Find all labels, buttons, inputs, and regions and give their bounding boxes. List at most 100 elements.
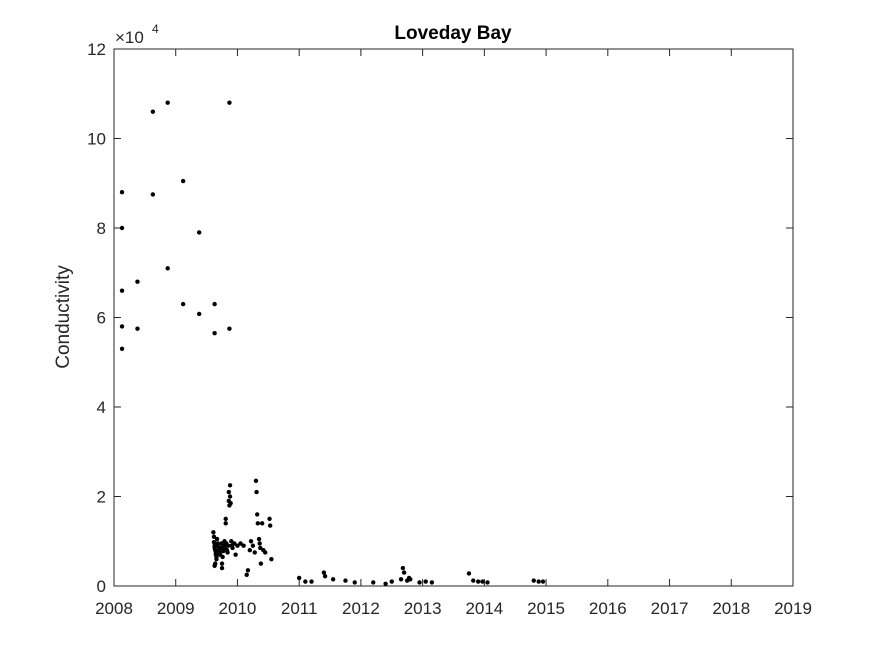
data-point [119, 324, 125, 329]
data-point [218, 545, 223, 551]
data-point [540, 579, 546, 584]
data-point [229, 539, 234, 544]
y-exponent-power: 4 [152, 22, 159, 36]
data-point [269, 556, 274, 562]
x-tick-label: 2018 [712, 599, 750, 618]
data-point [267, 516, 272, 522]
data-point [531, 578, 536, 583]
y-axis-label: Conductivity [53, 265, 74, 369]
data-point [220, 554, 225, 560]
data-point [227, 494, 233, 499]
data-point [135, 326, 140, 331]
data-point [212, 563, 217, 569]
data-point [466, 571, 472, 576]
data-point [383, 581, 388, 586]
data-point [371, 580, 376, 585]
chart-title: Loveday Bay [394, 23, 512, 44]
data-point [248, 539, 254, 544]
data-point [196, 311, 202, 317]
y-exponent-label: ×10 [115, 28, 144, 47]
y-axis-ticks: 0 2 4 6 8 10 12 [87, 40, 793, 596]
data-point [211, 530, 216, 535]
data-point [225, 543, 231, 548]
data-point [247, 548, 252, 553]
data-point [321, 570, 327, 575]
data-point [227, 326, 232, 331]
data-point [267, 523, 273, 528]
data-point [480, 579, 485, 584]
data-point [150, 192, 156, 197]
data-point [228, 501, 233, 506]
x-tick-label: 2016 [589, 599, 627, 618]
data-point [256, 536, 262, 542]
data-point [309, 579, 314, 584]
data-point [343, 578, 348, 583]
data-point [250, 543, 256, 548]
data-point [257, 541, 262, 546]
y-tick-label: 6 [97, 309, 106, 328]
y-tick-label: 10 [87, 130, 106, 149]
x-tick-label: 2012 [342, 599, 380, 618]
x-tick-label: 2011 [281, 599, 318, 618]
data-point [233, 552, 238, 557]
data-point [226, 489, 232, 495]
data-point [263, 550, 268, 555]
data-point [322, 573, 328, 579]
x-tick-label: 2013 [404, 599, 442, 618]
data-point [408, 577, 413, 582]
data-point [223, 516, 228, 522]
data-point [253, 478, 259, 484]
data-point [254, 489, 259, 495]
data-point [211, 539, 217, 545]
data-point [119, 225, 125, 231]
data-point [119, 190, 125, 195]
x-tick-label: 2014 [465, 599, 503, 618]
data-point [135, 279, 140, 284]
y-tick-label: 4 [97, 398, 106, 417]
data-point [212, 330, 217, 336]
data-point [475, 579, 481, 584]
data-point [196, 230, 202, 235]
data-point [258, 561, 264, 566]
data-point [119, 346, 125, 352]
data-point [258, 545, 263, 551]
data-point [303, 579, 308, 584]
data-point [471, 578, 476, 583]
data-point [150, 109, 156, 114]
data-point [401, 570, 407, 575]
data-point [227, 100, 232, 105]
data-point [211, 534, 217, 539]
data-point [423, 579, 428, 584]
x-tick-label: 2008 [95, 599, 133, 618]
x-tick-label: 2017 [651, 599, 689, 618]
data-point [238, 541, 243, 546]
data-point [165, 266, 170, 271]
x-tick-label: 2010 [219, 599, 257, 618]
data-point [165, 100, 170, 105]
y-tick-label: 2 [97, 488, 106, 507]
data-point [180, 178, 186, 184]
y-tick-label: 8 [97, 219, 106, 238]
data-point [245, 568, 251, 573]
data-point [352, 580, 357, 585]
x-tick-label: 2015 [527, 599, 565, 618]
data-point [227, 483, 233, 488]
data-point [225, 550, 230, 555]
data-point [296, 575, 302, 581]
data-point [180, 301, 186, 307]
data-point [235, 543, 240, 548]
data-point [252, 550, 257, 555]
data-points [119, 100, 546, 586]
data-point [398, 577, 404, 582]
data-point [429, 580, 435, 585]
data-point [259, 521, 265, 526]
data-point [330, 577, 336, 582]
data-point [485, 580, 490, 585]
x-tick-label: 2009 [157, 599, 195, 618]
data-point [400, 565, 406, 571]
data-point [230, 545, 235, 551]
y-tick-label: 0 [97, 577, 106, 596]
data-point [244, 572, 249, 578]
data-point [255, 521, 261, 526]
